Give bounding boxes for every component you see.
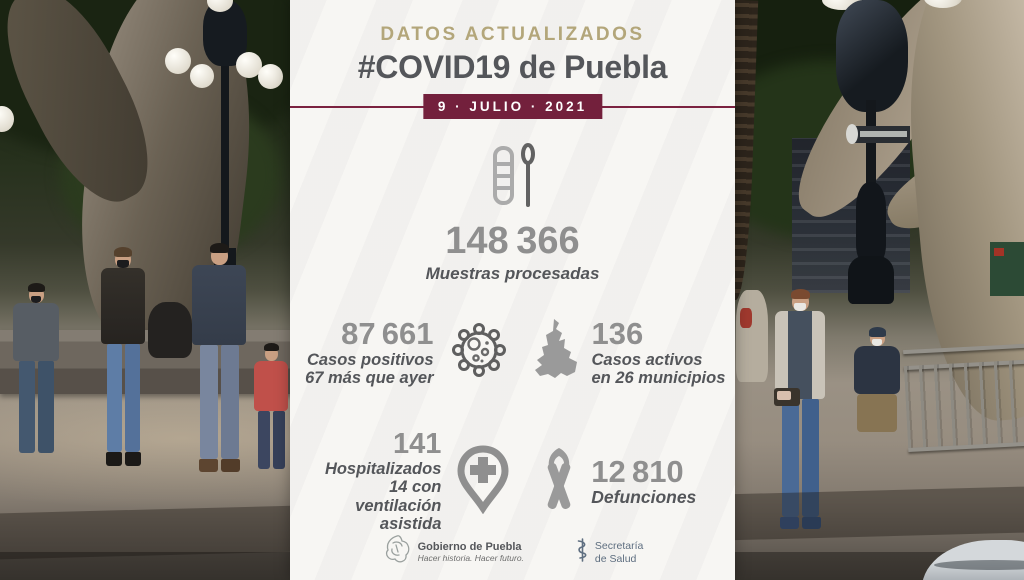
gobierno-tagline: Hacer historia. Hacer futuro. <box>417 553 524 564</box>
lamp-globe <box>924 0 962 8</box>
hospitalizados-block: 141 Hospitalizados 14 con ventilación as… <box>290 429 441 533</box>
activos-line1: Casos activos <box>591 350 703 369</box>
gobierno-name: Gobierno de Puebla <box>417 541 522 554</box>
kicker-text: DATOS ACTUALIZADOS <box>380 24 645 45</box>
stats-row-positivos-activos: 87 661 Casos positivos 67 más que ayer <box>290 316 735 388</box>
page-title: #COVID19 de Puebla <box>357 49 668 85</box>
background-pedestrian <box>736 290 770 382</box>
muestras-value: 148 366 <box>445 220 580 262</box>
activos-line2: en 26 municipios <box>591 369 726 388</box>
defunciones-value: 12 810 <box>591 453 684 489</box>
pedestrian-man-navy <box>190 243 248 472</box>
positivos-line2: 67 más que ayer <box>305 369 434 388</box>
gobierno-de-puebla-logo: Gobierno de Puebla Hacer historia. Hacer… <box>382 533 524 572</box>
asclepius-staff-icon <box>576 537 589 568</box>
virus-icon <box>448 319 510 386</box>
activos-value: 136 <box>591 316 644 351</box>
hospital-pin-icon <box>455 444 511 519</box>
gobierno-sketch-icon <box>382 533 412 572</box>
lamp-globe <box>822 0 862 10</box>
pedestrian-woman-vest <box>772 289 828 529</box>
puebla-map-icon <box>530 318 580 387</box>
pedestrian-boy <box>10 283 62 453</box>
lamp-globe <box>190 64 214 88</box>
seated-figure <box>148 302 192 358</box>
positivos-block: 87 661 Casos positivos 67 más que ayer <box>298 316 434 388</box>
stats-row-hospitalizados-defunciones: 141 Hospitalizados 14 con ventilación as… <box>290 429 735 533</box>
lamp-globe <box>207 0 233 12</box>
infographic-card: DATOS ACTUALIZADOS #COVID19 de Puebla 9 … <box>290 0 735 580</box>
pedestrian-woman-mask <box>98 247 148 466</box>
lamp-baluster <box>856 182 886 266</box>
green-bin <box>990 242 1024 296</box>
activos-block: 136 Casos activos en 26 municipios <box>591 316 728 388</box>
defunciones-label: Defunciones <box>591 487 697 508</box>
car-roof <box>922 540 1024 580</box>
date-badge: 9 · JULIO · 2021 <box>422 94 603 119</box>
secretaria-salud-logo: Secretaría de Salud <box>576 537 643 568</box>
barrier-fence <box>903 341 1024 466</box>
hospitalizados-line1: Hospitalizados <box>324 459 442 478</box>
lamp-globe <box>236 52 262 78</box>
sitting-man <box>852 327 902 432</box>
defunciones-block: 12 810 Defunciones <box>591 453 735 508</box>
muestras-label: Muestras procesadas <box>425 264 600 283</box>
lamp-base <box>848 256 894 304</box>
lamp-globe <box>0 106 14 132</box>
date-banner-row: 9 · JULIO · 2021 <box>290 94 735 121</box>
positivos-value: 87 661 <box>341 316 434 351</box>
hospitalizados-line2: 14 con <box>389 478 442 497</box>
lamp-globe <box>165 48 191 74</box>
positivos-line1: Casos positivos <box>306 350 434 369</box>
test-tube-swab-icon <box>290 143 735 214</box>
lamp-sculpture-top <box>836 0 908 112</box>
footer-logos: Gobierno de Puebla Hacer historia. Hacer… <box>290 533 735 572</box>
lamp-sign-plate <box>846 124 910 144</box>
ribbon-icon <box>536 446 582 517</box>
hospitalizados-value: 141 <box>392 428 442 461</box>
street-lamp-pole <box>221 0 229 258</box>
salud-line2: de Salud <box>594 552 637 565</box>
salud-line1: Secretaría <box>594 540 644 553</box>
hospitalizados-line3: ventilación asistida <box>355 496 442 534</box>
child-red-shirt <box>252 343 290 469</box>
lamp-globe <box>258 64 283 89</box>
